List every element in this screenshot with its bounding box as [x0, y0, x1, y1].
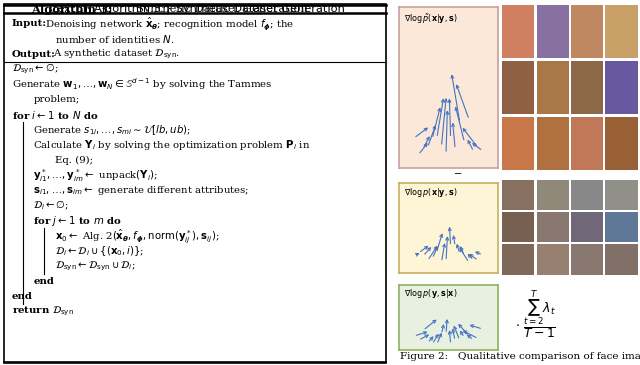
Text: \textbf{Algorithm 3:} Synthetic Dataset Generation: \textbf{Algorithm 3:} Synthetic Dataset …	[49, 4, 345, 14]
Text: Generate $\mathbf{w}_1, \ldots, \mathbf{w}_N \in \mathbb{S}^{d-1}$ by solving th: Generate $\mathbf{w}_1, \ldots, \mathbf{…	[12, 76, 273, 92]
Text: end: end	[33, 277, 54, 286]
Text: problem;: problem;	[33, 95, 80, 104]
Text: Figure 2:   Qualitative comparison of face images generated by the ad-
justed sc: Figure 2: Qualitative comparison of face…	[401, 352, 640, 365]
Bar	[536, 5, 569, 58]
Bar	[502, 117, 534, 170]
Text: $\nabla \log p(\mathbf{y}, \mathbf{s}|\mathbf{x})$: $\nabla \log p(\mathbf{y}, \mathbf{s}|\m…	[404, 287, 457, 300]
Text: Generate $s_{1i}, \ldots, s_{mi} \sim \mathcal{U}[lb, ub)$;: Generate $s_{1i}, \ldots, s_{mi} \sim \m…	[33, 123, 191, 137]
Text: Calculate $\mathbf{Y}_i$ by solving the optimization problem $\mathbf{P}_i$ in: Calculate $\mathbf{Y}_i$ by solving the …	[33, 138, 310, 152]
Bar	[605, 244, 637, 274]
Text: $-$: $-$	[453, 168, 463, 177]
Bar	[536, 117, 569, 170]
Text: $\mathbf{y}^*_{i1}, \ldots, \mathbf{y}^*_{im} \leftarrow$ unpack$(\mathbf{Y}_i)$: $\mathbf{y}^*_{i1}, \ldots, \mathbf{y}^*…	[33, 167, 158, 184]
Bar	[536, 61, 569, 114]
Bar	[605, 117, 637, 170]
Bar	[605, 212, 637, 242]
Bar	[571, 244, 604, 274]
Bar	[536, 180, 569, 210]
Bar	[605, 180, 637, 210]
Text: $\mathcal{D}_i \leftarrow \mathcal{D}_i \cup \{(\mathbf{x}_0, i)\}$;: $\mathcal{D}_i \leftarrow \mathcal{D}_i …	[55, 244, 145, 258]
Bar	[605, 5, 637, 58]
Bar	[571, 180, 604, 210]
Bar	[502, 244, 534, 274]
Text: Algorithm 3:: Algorithm 3:	[31, 4, 113, 15]
Text: $\mathcal{D}_i \leftarrow \emptyset$;: $\mathcal{D}_i \leftarrow \emptyset$;	[33, 199, 70, 212]
Text: Eq. (9);: Eq. (9);	[55, 155, 93, 165]
Text: for $j \leftarrow 1$ to $m$ do: for $j \leftarrow 1$ to $m$ do	[33, 214, 122, 228]
Bar	[502, 212, 534, 242]
Text: $\nabla \log \tilde{p}(\mathbf{x}|\mathbf{y}, \mathbf{s})$: $\nabla \log \tilde{p}(\mathbf{x}|\mathb…	[404, 12, 457, 26]
Bar	[571, 61, 604, 114]
Bar	[536, 244, 569, 274]
Text: $\nabla \log p(\mathbf{x}|\mathbf{y}, \mathbf{s})$: $\nabla \log p(\mathbf{x}|\mathbf{y}, \m…	[404, 186, 457, 199]
Text: $\mathcal{D}_{\rm syn} \leftarrow \mathcal{D}_{\rm syn} \cup \mathcal{D}_i$;: $\mathcal{D}_{\rm syn} \leftarrow \mathc…	[55, 260, 136, 273]
Text: number of identities $N$.: number of identities $N$.	[55, 33, 175, 45]
Bar	[502, 180, 534, 210]
Text: $\cdot\ \dfrac{\sum_{t=2}^{T}\lambda_t}{T-1}$: $\cdot\ \dfrac{\sum_{t=2}^{T}\lambda_t}{…	[515, 288, 556, 341]
Text: Input:: Input:	[12, 19, 47, 28]
Bar	[536, 212, 569, 242]
Text: A synthetic dataset $\mathcal{D}_{\rm syn}$.: A synthetic dataset $\mathcal{D}_{\rm sy…	[53, 47, 180, 61]
Text: return $\mathcal{D}_{\rm syn}$: return $\mathcal{D}_{\rm syn}$	[12, 305, 74, 318]
Text: end: end	[12, 292, 33, 301]
Text: $\mathbf{x}_0 \leftarrow$ Alg. 2$(\hat{\mathbf{x}}_{\boldsymbol{\theta}}, f_{\bo: $\mathbf{x}_0 \leftarrow$ Alg. 2$(\hat{\…	[55, 227, 220, 245]
Text: Denoising network $\hat{\mathbf{x}}_{\boldsymbol{\theta}}$; recognition model $f: Denoising network $\hat{\mathbf{x}}_{\bo…	[45, 15, 294, 32]
Text: for $i \leftarrow 1$ to $N$ do: for $i \leftarrow 1$ to $N$ do	[12, 109, 99, 120]
Bar	[502, 61, 534, 114]
Bar	[571, 117, 604, 170]
Text: $\mathcal{D}_{\rm syn} \leftarrow \emptyset$;: $\mathcal{D}_{\rm syn} \leftarrow \empty…	[12, 62, 58, 76]
Bar	[571, 212, 604, 242]
Bar	[571, 5, 604, 58]
Text: Output:: Output:	[12, 50, 56, 58]
Bar	[605, 61, 637, 114]
Text: $\mathbf{s}_{i1}, \ldots, \mathbf{s}_{im} \leftarrow$ generate different attribu: $\mathbf{s}_{i1}, \ldots, \mathbf{s}_{im…	[33, 184, 250, 197]
Text: Synthetic Dataset Generation: Synthetic Dataset Generation	[136, 4, 308, 14]
Bar	[502, 5, 534, 58]
